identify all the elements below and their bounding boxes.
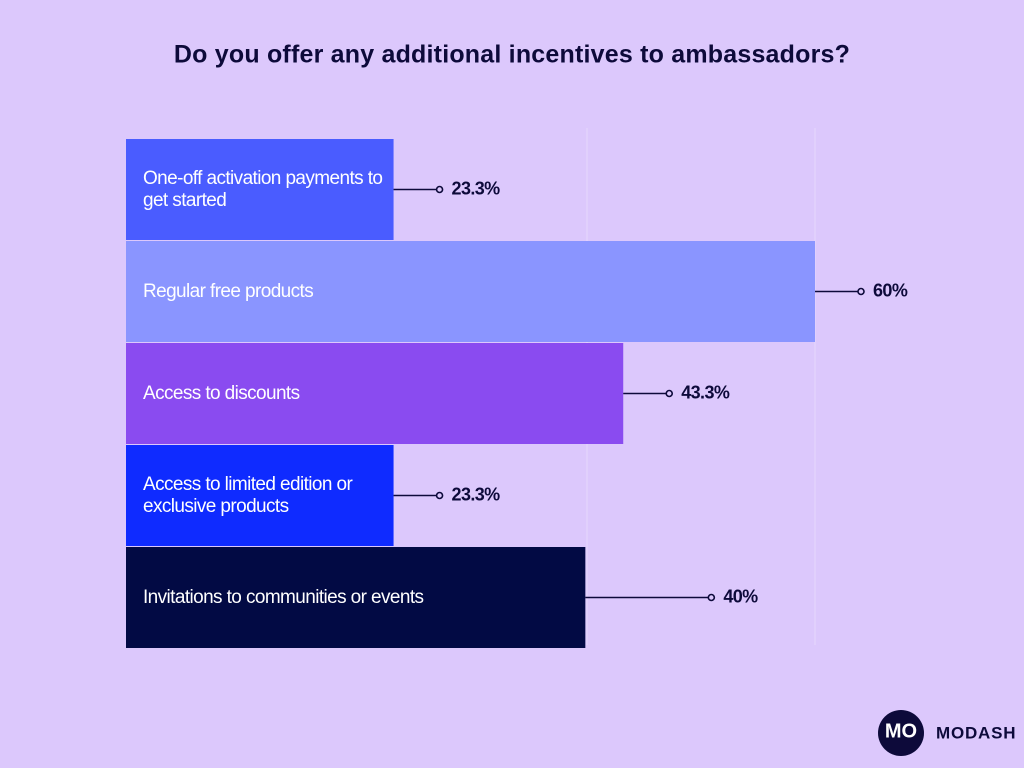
- value-label: 23.3%: [452, 178, 501, 198]
- bar: [126, 343, 624, 444]
- category-label: Regular free products: [143, 280, 314, 302]
- leader-dot: [435, 185, 444, 194]
- logo: [878, 710, 924, 756]
- value-label: 23.3%: [452, 484, 501, 504]
- bar: [126, 547, 586, 648]
- category-label: Access to discounts: [143, 382, 300, 404]
- leader-dot: [665, 389, 674, 398]
- value-label: 43.3%: [681, 382, 730, 402]
- value-label: 40%: [723, 586, 758, 606]
- brand-name: MODASH: [936, 723, 1016, 742]
- category-label: One-off activation payments to get start…: [143, 167, 383, 211]
- leader-dot: [435, 491, 444, 500]
- leader-dot: [707, 593, 716, 602]
- bar: [126, 139, 394, 240]
- bar: [126, 445, 394, 546]
- leader-dot: [857, 287, 865, 296]
- chart-title: Do you offer any additional incentives t…: [174, 41, 850, 69]
- bar: [126, 241, 815, 342]
- category-label: Invitations to communities or events: [143, 586, 424, 608]
- category-label: Access to limited edition or exclusive p…: [143, 473, 353, 517]
- logo-mark: MO: [885, 720, 917, 742]
- value-label: 60%: [873, 280, 908, 300]
